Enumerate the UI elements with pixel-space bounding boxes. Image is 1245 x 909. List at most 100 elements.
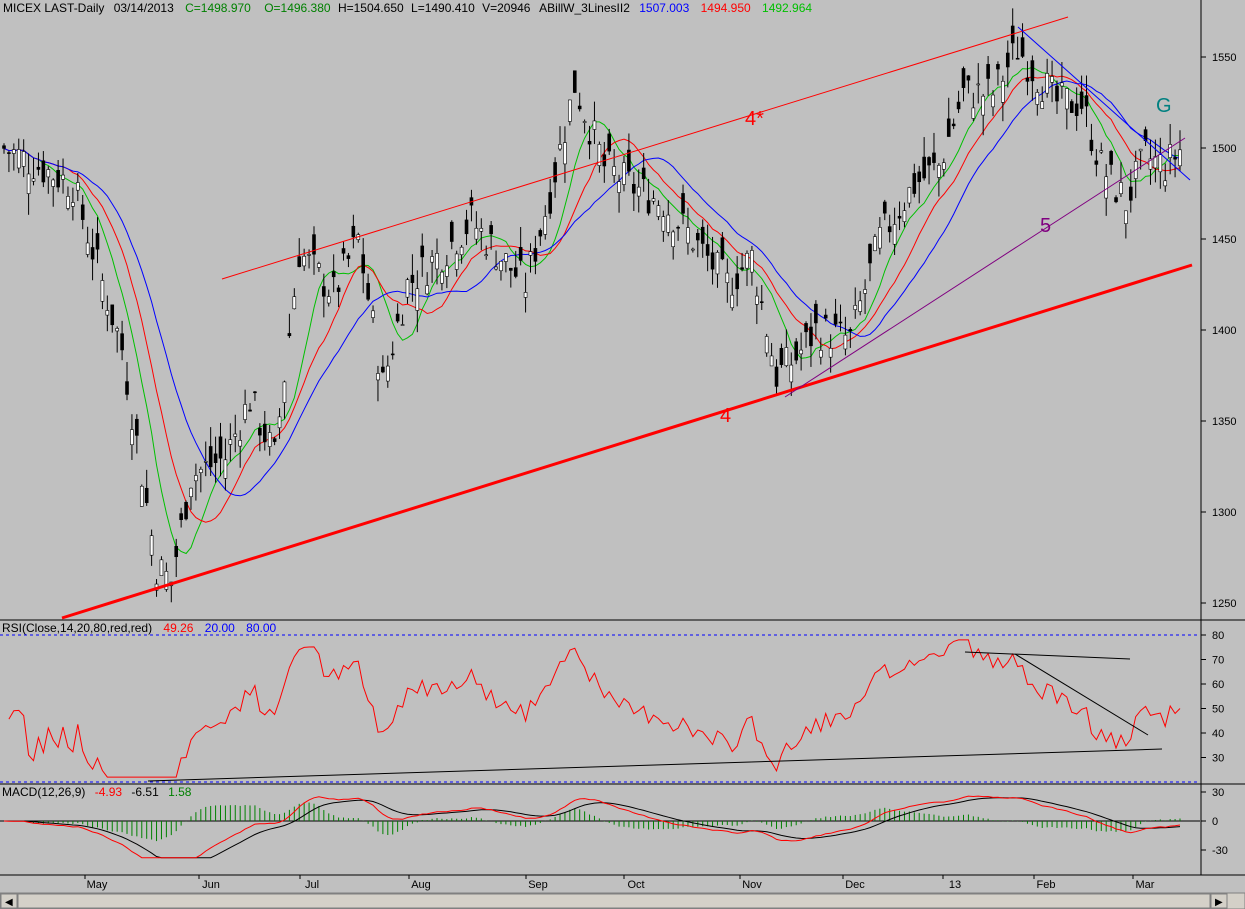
- candle-body: [76, 182, 80, 191]
- candle-body: [366, 283, 370, 300]
- candle-body: [1045, 73, 1049, 94]
- candle-body: [1173, 157, 1177, 160]
- candle-body: [799, 349, 803, 355]
- candle-body: [341, 248, 346, 254]
- candle-body: [459, 246, 464, 256]
- candle-body: [740, 267, 744, 270]
- scrollbar-right-button[interactable]: [1210, 893, 1228, 909]
- macd-signal-line: [4, 797, 1181, 859]
- symbol-label: MICEX LAST-Daily: [3, 1, 104, 15]
- candle-body: [2, 145, 6, 149]
- candle-body: [1109, 151, 1113, 165]
- candle-body: [568, 99, 572, 122]
- rsi-line: [8, 639, 1181, 778]
- candle-body: [1005, 52, 1010, 68]
- candle-body: [1158, 154, 1163, 173]
- candle-body: [956, 101, 961, 110]
- candle-body: [139, 485, 144, 507]
- chevron-right-icon: ▶: [1215, 897, 1223, 908]
- candle-body: [873, 236, 877, 252]
- candle-body: [1153, 156, 1158, 169]
- macd-hist-value: 1.58: [168, 785, 192, 799]
- candle-body: [882, 201, 887, 214]
- candle-body: [1163, 180, 1168, 187]
- candle-body: [135, 418, 139, 436]
- candle-body: [676, 226, 680, 229]
- trendline-5: [784, 137, 1186, 398]
- high-label: H=1504.650: [338, 1, 404, 15]
- candle-body: [700, 226, 705, 244]
- scrollbar-left-button[interactable]: [0, 893, 18, 909]
- candle-body: [120, 333, 124, 351]
- candle-body: [248, 409, 252, 412]
- candle-body: [326, 296, 331, 304]
- macd-title: MACD(12,26,9): [2, 785, 85, 799]
- candle-body: [848, 329, 853, 332]
- candle-body: [258, 427, 262, 436]
- candle-body: [819, 350, 823, 358]
- candle-body: [203, 461, 208, 463]
- candle-body: [405, 279, 410, 298]
- candle-body: [1084, 95, 1089, 107]
- candle-body: [789, 364, 794, 383]
- macd-panel: [0, 785, 1200, 875]
- candle-body: [331, 271, 336, 278]
- candle-body: [858, 300, 862, 312]
- candle-body: [1040, 101, 1045, 109]
- x-tick-label: May: [87, 879, 108, 891]
- candle-body: [917, 171, 922, 183]
- candle-body: [454, 253, 459, 270]
- candle-body: [922, 156, 926, 179]
- candle-body: [41, 160, 46, 183]
- candle-body: [1114, 197, 1118, 203]
- candle-body: [986, 64, 990, 79]
- candle-body: [966, 75, 971, 81]
- candle-body: [213, 453, 218, 463]
- candle-body: [36, 166, 41, 170]
- candle-body: [636, 186, 641, 197]
- candle-body: [553, 162, 557, 183]
- candle-body: [750, 250, 754, 273]
- candle-body: [282, 381, 287, 403]
- candle-body: [430, 256, 434, 263]
- candle-body: [617, 181, 621, 193]
- candle-body: [179, 513, 183, 520]
- candle-body: [853, 305, 858, 310]
- candle-body: [479, 228, 484, 232]
- candle-body: [410, 274, 415, 283]
- candle-body: [61, 174, 65, 180]
- macd-header: MACD(12,26,9) -4.93 -6.51 1.58: [2, 785, 192, 799]
- candle-body: [1089, 139, 1094, 152]
- candle-body: [509, 267, 513, 271]
- candle-body: [317, 263, 321, 268]
- candle-body: [1128, 186, 1133, 201]
- rsi-level-low-label: 20.00: [205, 621, 235, 635]
- candle-body: [46, 169, 51, 178]
- candle-body: [1119, 182, 1123, 195]
- candle-body: [80, 204, 85, 220]
- candle-body: [1148, 158, 1153, 170]
- candle-body: [228, 439, 233, 445]
- candle-body: [51, 179, 56, 187]
- candle-body: [533, 248, 538, 262]
- candle-body: [115, 328, 119, 332]
- candle-body: [1104, 176, 1108, 199]
- candle-body: [548, 192, 552, 214]
- candle-body: [607, 133, 612, 152]
- scrollbar-thumb[interactable]: [17, 893, 1211, 909]
- candle-body: [971, 107, 976, 119]
- candle-body: [164, 571, 169, 590]
- candle-body: [695, 232, 700, 241]
- rsi-y-tick-label: 70: [1212, 655, 1224, 667]
- candle-body: [361, 254, 365, 274]
- macd-value: -4.93: [95, 785, 123, 799]
- candle-body: [902, 210, 907, 223]
- candle-body: [218, 436, 223, 459]
- x-tick-label: Oct: [627, 879, 644, 891]
- candle-body: [558, 144, 562, 150]
- indicator-label: ABillW_3LinesII2: [539, 1, 630, 15]
- candle-body: [66, 196, 70, 209]
- candle-body: [277, 416, 282, 429]
- candle-body: [823, 314, 828, 319]
